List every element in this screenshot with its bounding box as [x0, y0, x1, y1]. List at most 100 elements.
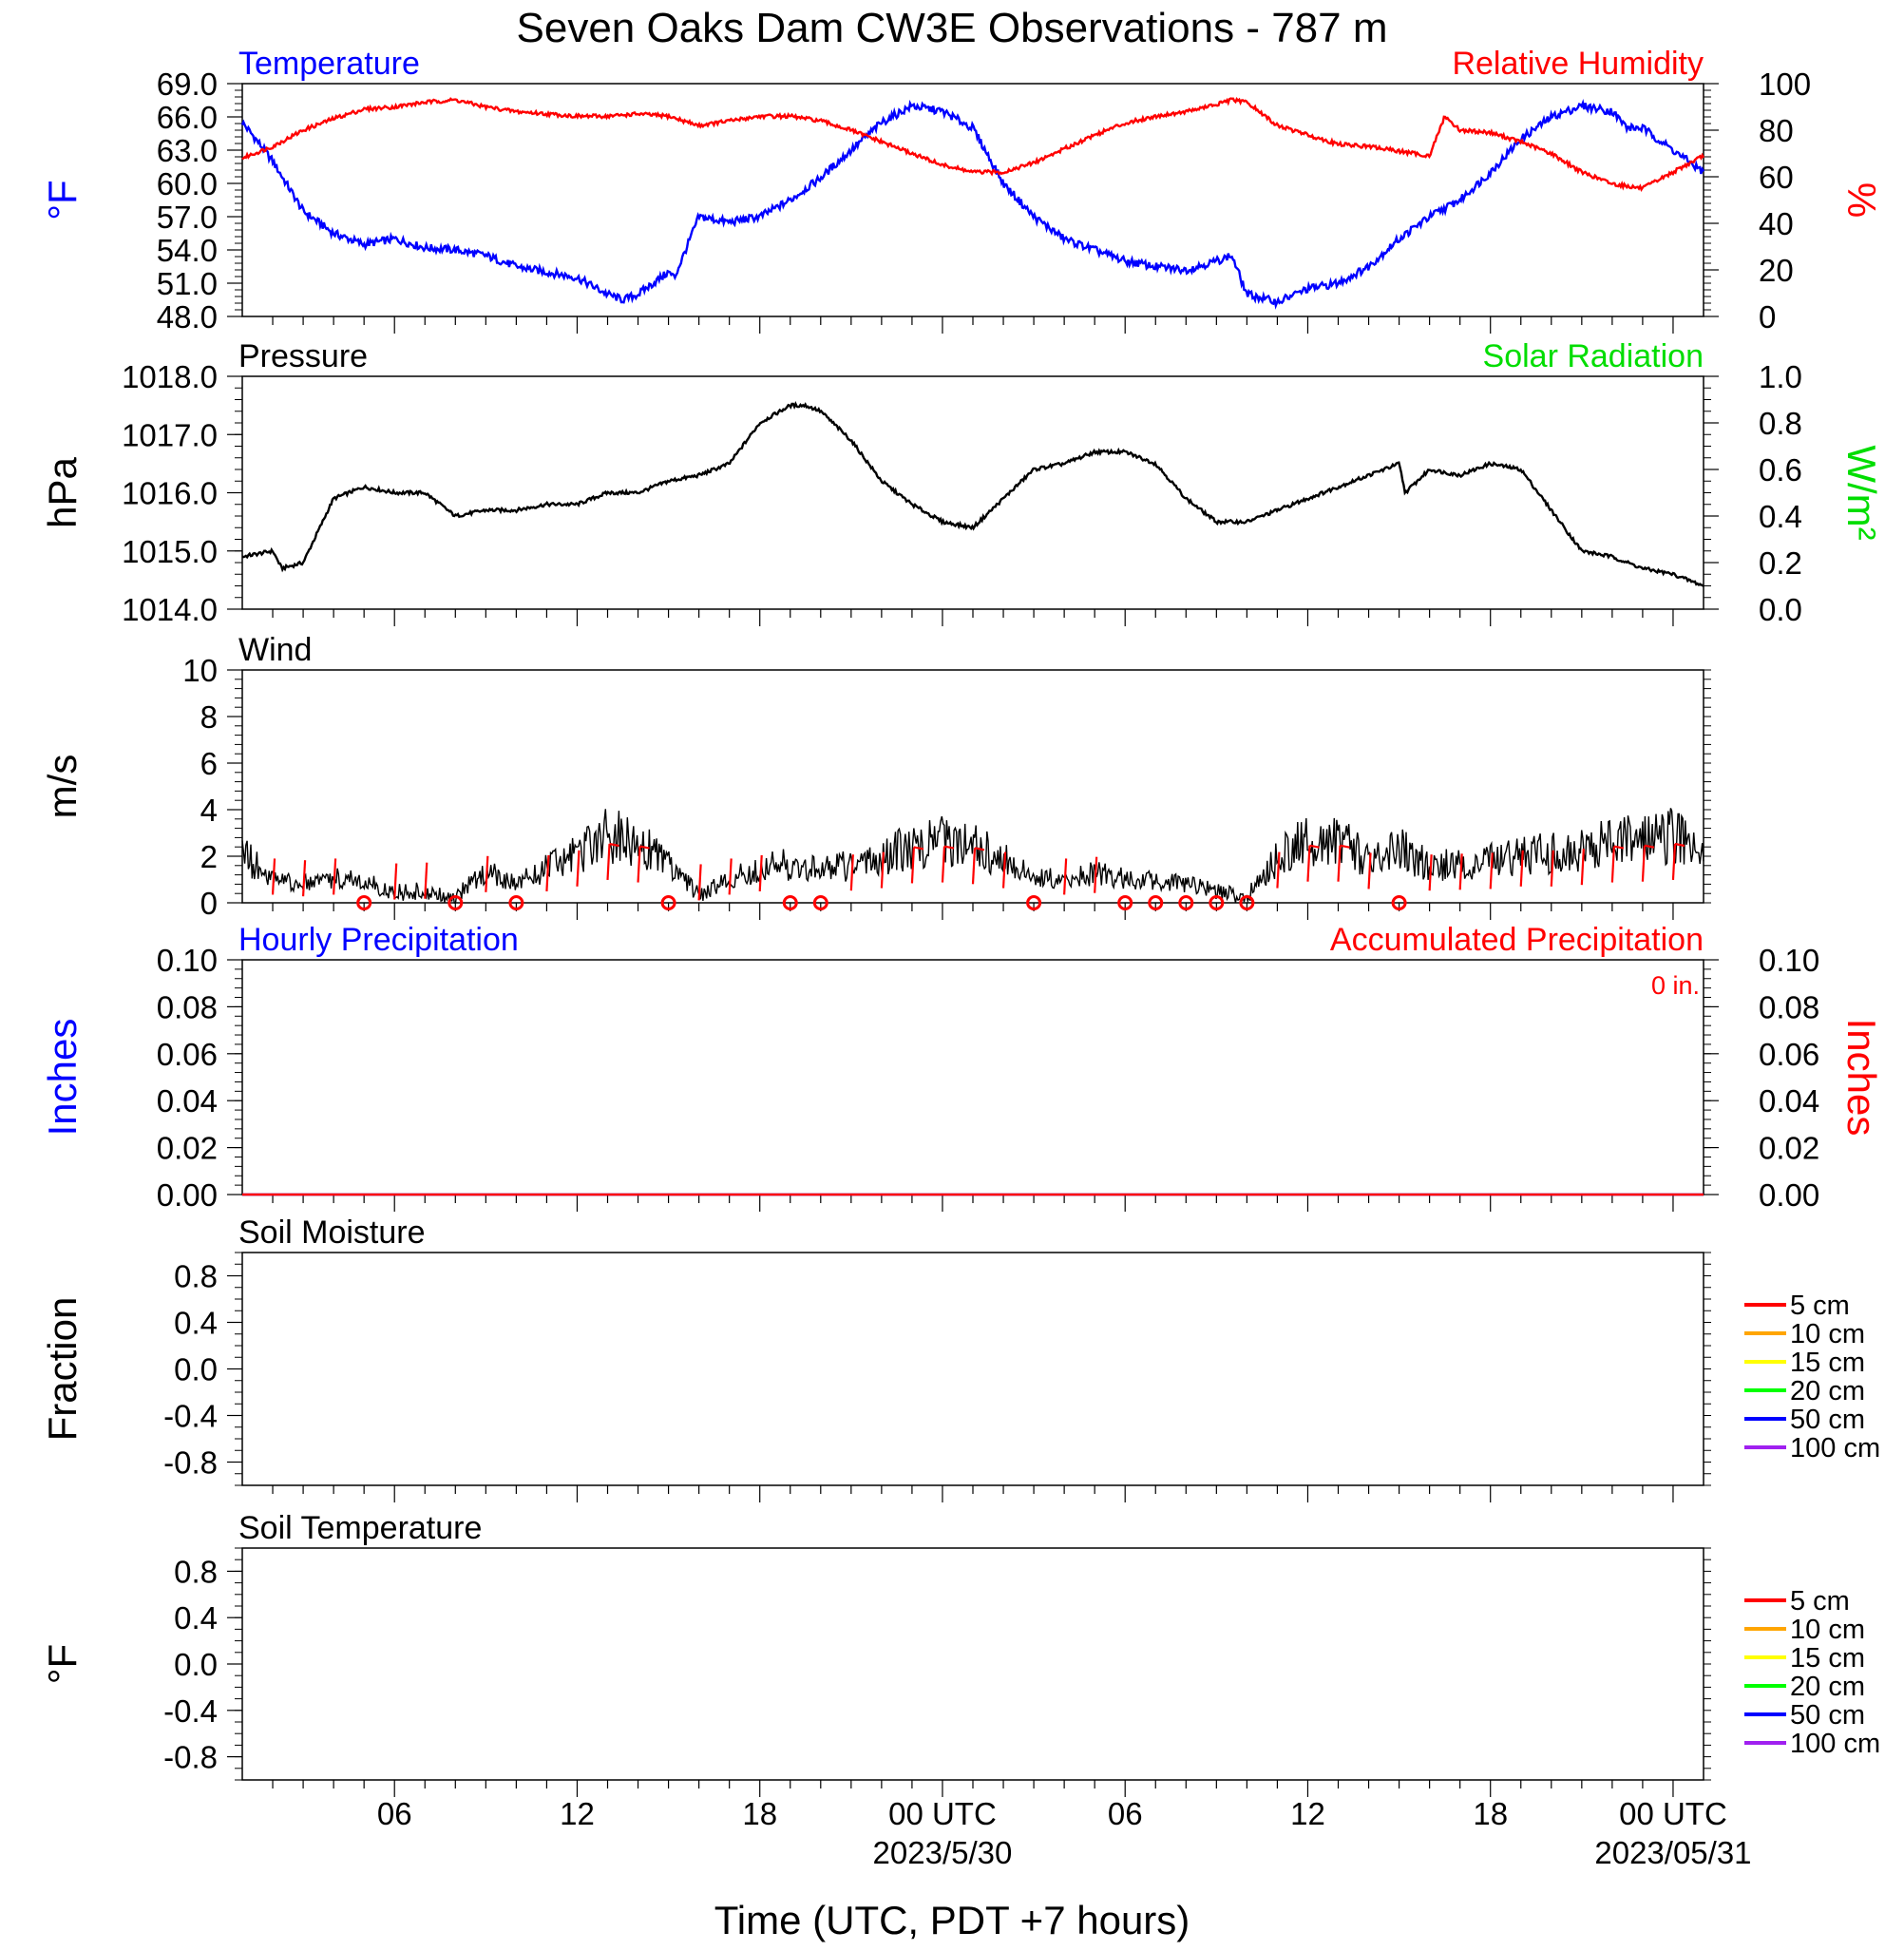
- wind-calm-circle: [1391, 895, 1407, 910]
- chart-title: Seven Oaks Dam CW3E Observations - 787 m: [517, 5, 1388, 51]
- y-tick-label-left: -0.8: [163, 1445, 218, 1481]
- wind-barb: [1610, 846, 1615, 883]
- y-tick-label-left: 1014.0: [122, 592, 218, 627]
- y-tick-label-right: 0: [1759, 299, 1776, 335]
- panel-precip: 0.00 0.02 0.04 0.06 0.08 0.10 0.00 0.02 0.04 0.06…: [40, 922, 1884, 1213]
- x-tick-label: 18: [1473, 1796, 1508, 1831]
- y-tick-label-right: 80: [1759, 113, 1794, 148]
- y-tick-label-left: -0.4: [163, 1399, 218, 1434]
- panel-title-right: Solar Radiation: [1483, 338, 1704, 374]
- y-tick-label-left: 0.4: [174, 1306, 218, 1341]
- y-tick-label-left: 51.0: [157, 266, 218, 301]
- y-tick-label-left: 63.0: [157, 133, 218, 168]
- plot-frame: [241, 1547, 1704, 1781]
- y-tick-label-right: 1.0: [1759, 359, 1802, 394]
- y-tick-label-left: 60.0: [157, 166, 218, 201]
- y-tick-label-right: 20: [1759, 253, 1794, 288]
- y-tick-label-right: 0.10: [1759, 943, 1819, 978]
- legend-label: 20 cm: [1790, 1376, 1865, 1406]
- wind-barb: [1337, 845, 1342, 882]
- y-tick-label-right: 0.04: [1759, 1083, 1819, 1119]
- wind-barb: [301, 860, 307, 897]
- y-axis-title-left: °F: [40, 1644, 85, 1684]
- y-tick-label-left: 1016.0: [122, 476, 218, 511]
- legend-label: 100 cm: [1790, 1729, 1880, 1759]
- precip-total-annotation: 0 in.: [1651, 971, 1700, 1000]
- wind-barb: [1001, 851, 1007, 889]
- y-tick-label-left: 0.4: [174, 1600, 218, 1635]
- legend-label: 10 cm: [1790, 1319, 1865, 1349]
- y-tick-label-left: 66.0: [157, 100, 218, 135]
- wind-barb-flag: [913, 846, 924, 851]
- y-tick-label-right: 0.06: [1759, 1037, 1819, 1072]
- x-tick-label: 18: [742, 1796, 777, 1831]
- y-tick-label-left: 4: [200, 793, 218, 828]
- wind-barb-flag: [1340, 844, 1350, 849]
- wind-barb: [1641, 845, 1647, 882]
- y-axis-title-left: Fraction: [40, 1297, 85, 1442]
- plot-frame: [241, 959, 1704, 1195]
- wind-calm-circle: [1117, 895, 1133, 910]
- wind-barb-flag: [639, 845, 650, 850]
- panel-title-left: Soil Moisture: [238, 1215, 426, 1251]
- wind-barb: [1580, 849, 1585, 886]
- series-line-relative-humidity: [241, 97, 1705, 193]
- wind-calm-circle: [508, 895, 524, 910]
- wind-barb: [758, 854, 763, 892]
- y-tick-label-left: 57.0: [157, 200, 218, 235]
- y-tick-label-left: 6: [200, 746, 218, 781]
- y-tick-label-left: 0.0: [174, 1352, 218, 1387]
- y-tick-label-left: 0.8: [174, 1554, 218, 1589]
- wind-barb: [1458, 853, 1463, 890]
- wind-barb: [971, 848, 977, 885]
- wind-barb: [1306, 845, 1311, 882]
- legend-label: 20 cm: [1790, 1672, 1865, 1702]
- y-tick-label-right: 0.0: [1759, 592, 1802, 627]
- y-tick-label-left: 48.0: [157, 299, 218, 335]
- wind-barb: [1489, 852, 1494, 889]
- wind-calm-circle: [447, 895, 464, 910]
- y-tick-label-left: 8: [200, 699, 218, 735]
- wind-barb-flag: [1644, 844, 1655, 849]
- series-line-temperature: [240, 98, 1705, 310]
- wind-barb: [637, 846, 641, 883]
- series-line-wind: [241, 808, 1704, 904]
- panel-title-left: Soil Temperature: [238, 1510, 482, 1546]
- x-tick-date-label: 2023/5/30: [873, 1835, 1013, 1870]
- y-tick-label-left: 0.0: [174, 1647, 218, 1682]
- legend-label: 10 cm: [1790, 1615, 1865, 1645]
- panel-title-left: Hourly Precipitation: [238, 922, 519, 958]
- y-tick-label-left: 0.00: [157, 1177, 218, 1213]
- panel-soil_moisture: -0.8 -0.4 0.0 0.4 0.8 Soil Moisture Fraction 5 …: [40, 1215, 1880, 1502]
- y-tick-label-left: 0.08: [157, 989, 218, 1024]
- wind-calm-circle: [1178, 895, 1194, 910]
- panel-title-left: Wind: [238, 632, 312, 668]
- wind-barb: [485, 855, 489, 892]
- wind-barb: [545, 854, 550, 892]
- y-axis-title-left: Inches: [40, 1019, 85, 1137]
- legend-label: 100 cm: [1790, 1433, 1880, 1463]
- panel-pressure_solar: 1014.0 1015.0 1016.0 1017.0 1018.0 0.0 0.2 0.4 0…: [40, 338, 1884, 627]
- y-tick-label-right: 0.02: [1759, 1131, 1819, 1166]
- y-axis-title-right: %: [1839, 182, 1884, 218]
- wind-calm-circle: [356, 895, 372, 910]
- y-tick-label-left: 2: [200, 839, 218, 874]
- y-tick-label-right: 0.08: [1759, 989, 1819, 1024]
- wind-barb: [1367, 852, 1372, 889]
- x-tick-label: 12: [560, 1796, 595, 1831]
- y-axis-title-left: m/s: [40, 755, 85, 819]
- plot-frame: [241, 375, 1704, 610]
- series-line-pressure: [241, 401, 1704, 587]
- wind-calm-circle: [1209, 895, 1225, 910]
- x-tick-label: 06: [1108, 1796, 1143, 1831]
- y-tick-label-right: 0.2: [1759, 545, 1802, 581]
- wind-calm-circle: [782, 895, 798, 910]
- wind-barb: [910, 847, 916, 884]
- wind-calm-circle: [812, 895, 828, 910]
- y-tick-label-left: 69.0: [157, 67, 218, 102]
- wind-barb: [576, 850, 581, 887]
- legend-label: 15 cm: [1790, 1643, 1865, 1674]
- wind-calm-circle: [1148, 895, 1164, 910]
- wind-barb: [271, 858, 276, 895]
- y-axis-title-right: W/m²: [1839, 445, 1884, 540]
